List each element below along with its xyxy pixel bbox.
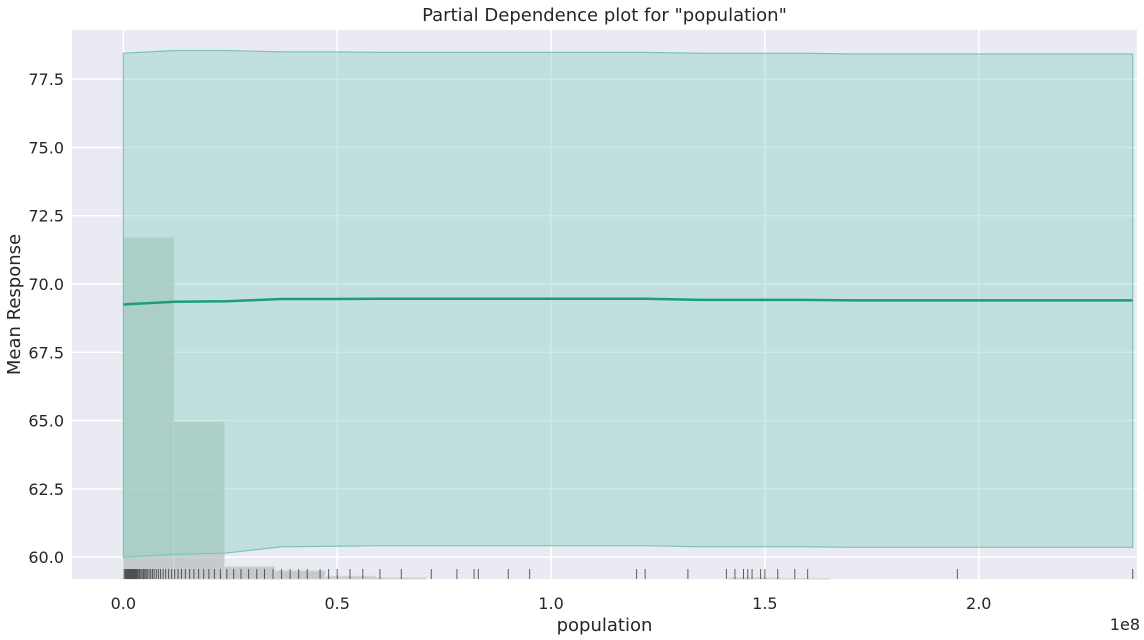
- x-axis-offset-label: 1e8: [1110, 615, 1140, 634]
- chart-title: Partial Dependence plot for "population": [422, 5, 787, 26]
- confidence-band: [122, 49, 1134, 558]
- y-tick-label-1: 62.5: [28, 480, 64, 499]
- histogram-bar-0: [122, 237, 175, 580]
- y-tick-label-3: 67.5: [28, 343, 64, 362]
- x-tick-label-4: 2.0: [966, 594, 991, 613]
- y-axis-label: Mean Response: [4, 234, 25, 375]
- series-lines: [123, 297, 1133, 306]
- plot-area: [72, 30, 1137, 579]
- mean-response-line-0: [123, 297, 1133, 306]
- x-tick-labels: 0.0 0.5 1.0 1.5 2.0: [111, 594, 992, 613]
- y-tick-label-2: 65.0: [28, 412, 64, 431]
- y-tick-label-0: 60.0: [28, 548, 64, 567]
- histogram-bar-2: [223, 566, 276, 580]
- x-tick-label-1: 0.5: [324, 594, 349, 613]
- y-tick-label-4: 70.0: [28, 275, 64, 294]
- histogram-bar-6: [728, 577, 780, 580]
- histogram-bar-3: [274, 570, 326, 580]
- x-tick-label-3: 1.5: [752, 594, 777, 613]
- confidence-band-0: [122, 49, 1134, 558]
- rug-ticks: [123, 569, 1134, 579]
- x-tick-label-0: 0.0: [111, 594, 136, 613]
- x-tick-label-2: 1.0: [538, 594, 563, 613]
- y-tick-label-5: 72.5: [28, 207, 64, 226]
- y-tick-label-6: 75.0: [28, 138, 64, 157]
- y-tick-label-7: 77.5: [28, 70, 64, 89]
- grid-lines: [72, 30, 1137, 579]
- x-axis-label: population: [557, 615, 653, 636]
- y-tick-labels: 60.0 62.5 65.0 67.5 70.0 72.5 75.0 77.5: [28, 70, 64, 567]
- histogram-bar-7: [778, 577, 831, 580]
